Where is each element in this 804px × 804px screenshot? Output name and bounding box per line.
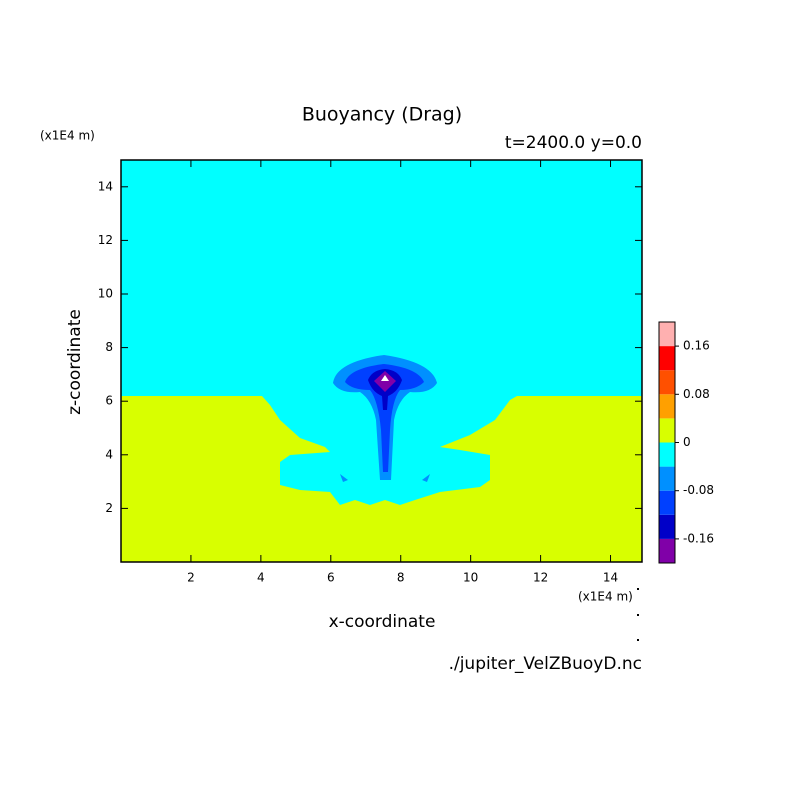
colorbar-band bbox=[659, 538, 675, 563]
colorbar-tick-label: -0.16 bbox=[683, 531, 714, 545]
y-tick-label: 8 bbox=[105, 340, 113, 354]
contour-region bbox=[345, 364, 424, 472]
x-axis-label: x-coordinate bbox=[329, 612, 436, 632]
mark-dot bbox=[637, 614, 639, 616]
colorbar-band bbox=[659, 322, 675, 347]
x-tick-label: 10 bbox=[463, 571, 478, 585]
y-unit: (x1E4 m) bbox=[40, 129, 95, 143]
mark-dot bbox=[637, 588, 639, 590]
y-tick-label: 14 bbox=[98, 179, 113, 193]
x-tick-label: 8 bbox=[397, 571, 405, 585]
colorbar-band bbox=[659, 370, 675, 395]
colorbar-tick-label: 0.08 bbox=[683, 387, 710, 401]
source-file: ./jupiter_VelZBuoyD.nc bbox=[449, 654, 642, 674]
x-unit: (x1E4 m) bbox=[578, 590, 633, 604]
colorbar-band bbox=[659, 514, 675, 539]
colorbar-band bbox=[659, 442, 675, 467]
colorbar-tick-label: -0.08 bbox=[683, 483, 714, 497]
x-tick-label: 2 bbox=[187, 571, 195, 585]
contour-peak bbox=[381, 375, 389, 381]
y-tick-label: 2 bbox=[105, 501, 113, 515]
corner-marks bbox=[637, 588, 639, 641]
y-tick-label: 4 bbox=[105, 447, 113, 461]
contour-field bbox=[121, 160, 642, 562]
plot-frame bbox=[120, 159, 643, 563]
y-tick-label: 12 bbox=[98, 233, 113, 247]
contour-region bbox=[374, 371, 396, 392]
y-tick-label: 6 bbox=[105, 394, 113, 408]
colorbar-band bbox=[659, 490, 675, 515]
contour-region bbox=[422, 474, 430, 482]
colorbar-band bbox=[659, 466, 675, 491]
y-axis-label: z-coordinate bbox=[65, 309, 85, 415]
x-tick-label: 14 bbox=[603, 571, 618, 585]
chart-subtitle: t=2400.0 y=0.0 bbox=[505, 133, 642, 153]
contour-region bbox=[340, 474, 348, 482]
x-tick-label: 6 bbox=[327, 571, 335, 585]
chart-title: Buoyancy (Drag) bbox=[302, 104, 462, 126]
y-tick-label: 10 bbox=[98, 287, 113, 301]
x-tick-label: 12 bbox=[533, 571, 548, 585]
x-tick-label: 4 bbox=[257, 571, 265, 585]
mark-dot bbox=[637, 639, 639, 641]
contour-region bbox=[121, 396, 642, 562]
colorbar-band bbox=[659, 418, 675, 443]
colorbar-band bbox=[659, 394, 675, 419]
colorbar-band bbox=[659, 346, 675, 371]
colorbar-tick-label: 0 bbox=[683, 435, 691, 449]
colorbar-tick-label: 0.16 bbox=[683, 339, 710, 353]
